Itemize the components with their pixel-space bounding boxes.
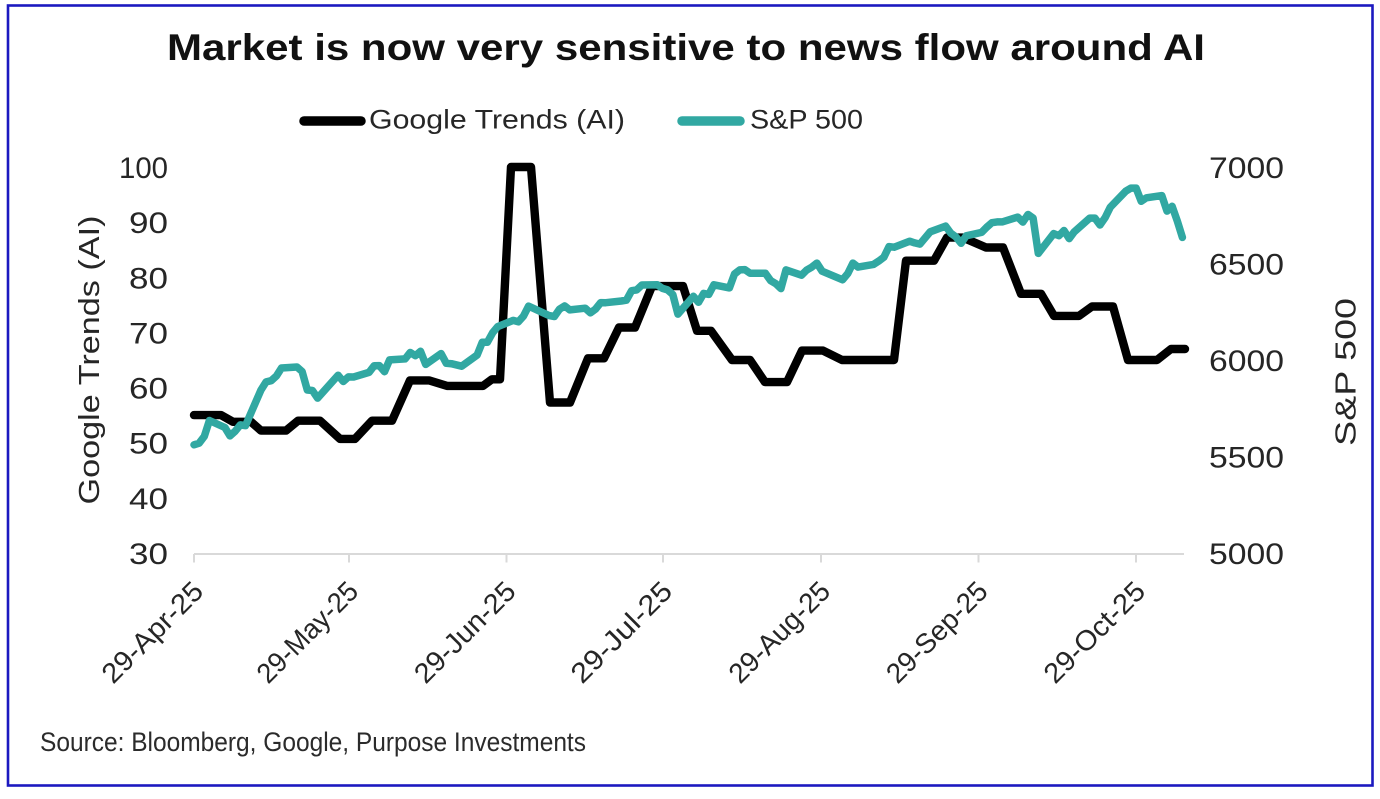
svg-text:Source: Bloomberg, Google, Pur: Source: Bloomberg, Google, Purpose Inves…: [40, 727, 586, 757]
svg-text:6000: 6000: [1209, 345, 1284, 378]
svg-text:80: 80: [129, 262, 168, 295]
svg-text:5500: 5500: [1209, 442, 1284, 475]
svg-text:5000: 5000: [1209, 538, 1284, 571]
svg-text:40: 40: [129, 483, 168, 516]
svg-text:S&P 500: S&P 500: [750, 105, 863, 135]
svg-text:30: 30: [129, 538, 168, 571]
svg-text:Market is now very sensitive t: Market is now very sensitive to news flo…: [167, 27, 1205, 68]
svg-text:Google Trends (AI): Google Trends (AI): [369, 105, 625, 135]
svg-text:S&P 500: S&P 500: [1331, 298, 1363, 446]
svg-text:70: 70: [129, 317, 168, 350]
svg-text:Google Trends (AI): Google Trends (AI): [74, 216, 106, 505]
svg-text:6500: 6500: [1209, 249, 1284, 282]
svg-text:7000: 7000: [1209, 152, 1284, 185]
svg-text:90: 90: [129, 207, 168, 240]
svg-text:50: 50: [129, 428, 168, 461]
svg-text:60: 60: [129, 373, 168, 406]
svg-text:100: 100: [119, 152, 168, 185]
